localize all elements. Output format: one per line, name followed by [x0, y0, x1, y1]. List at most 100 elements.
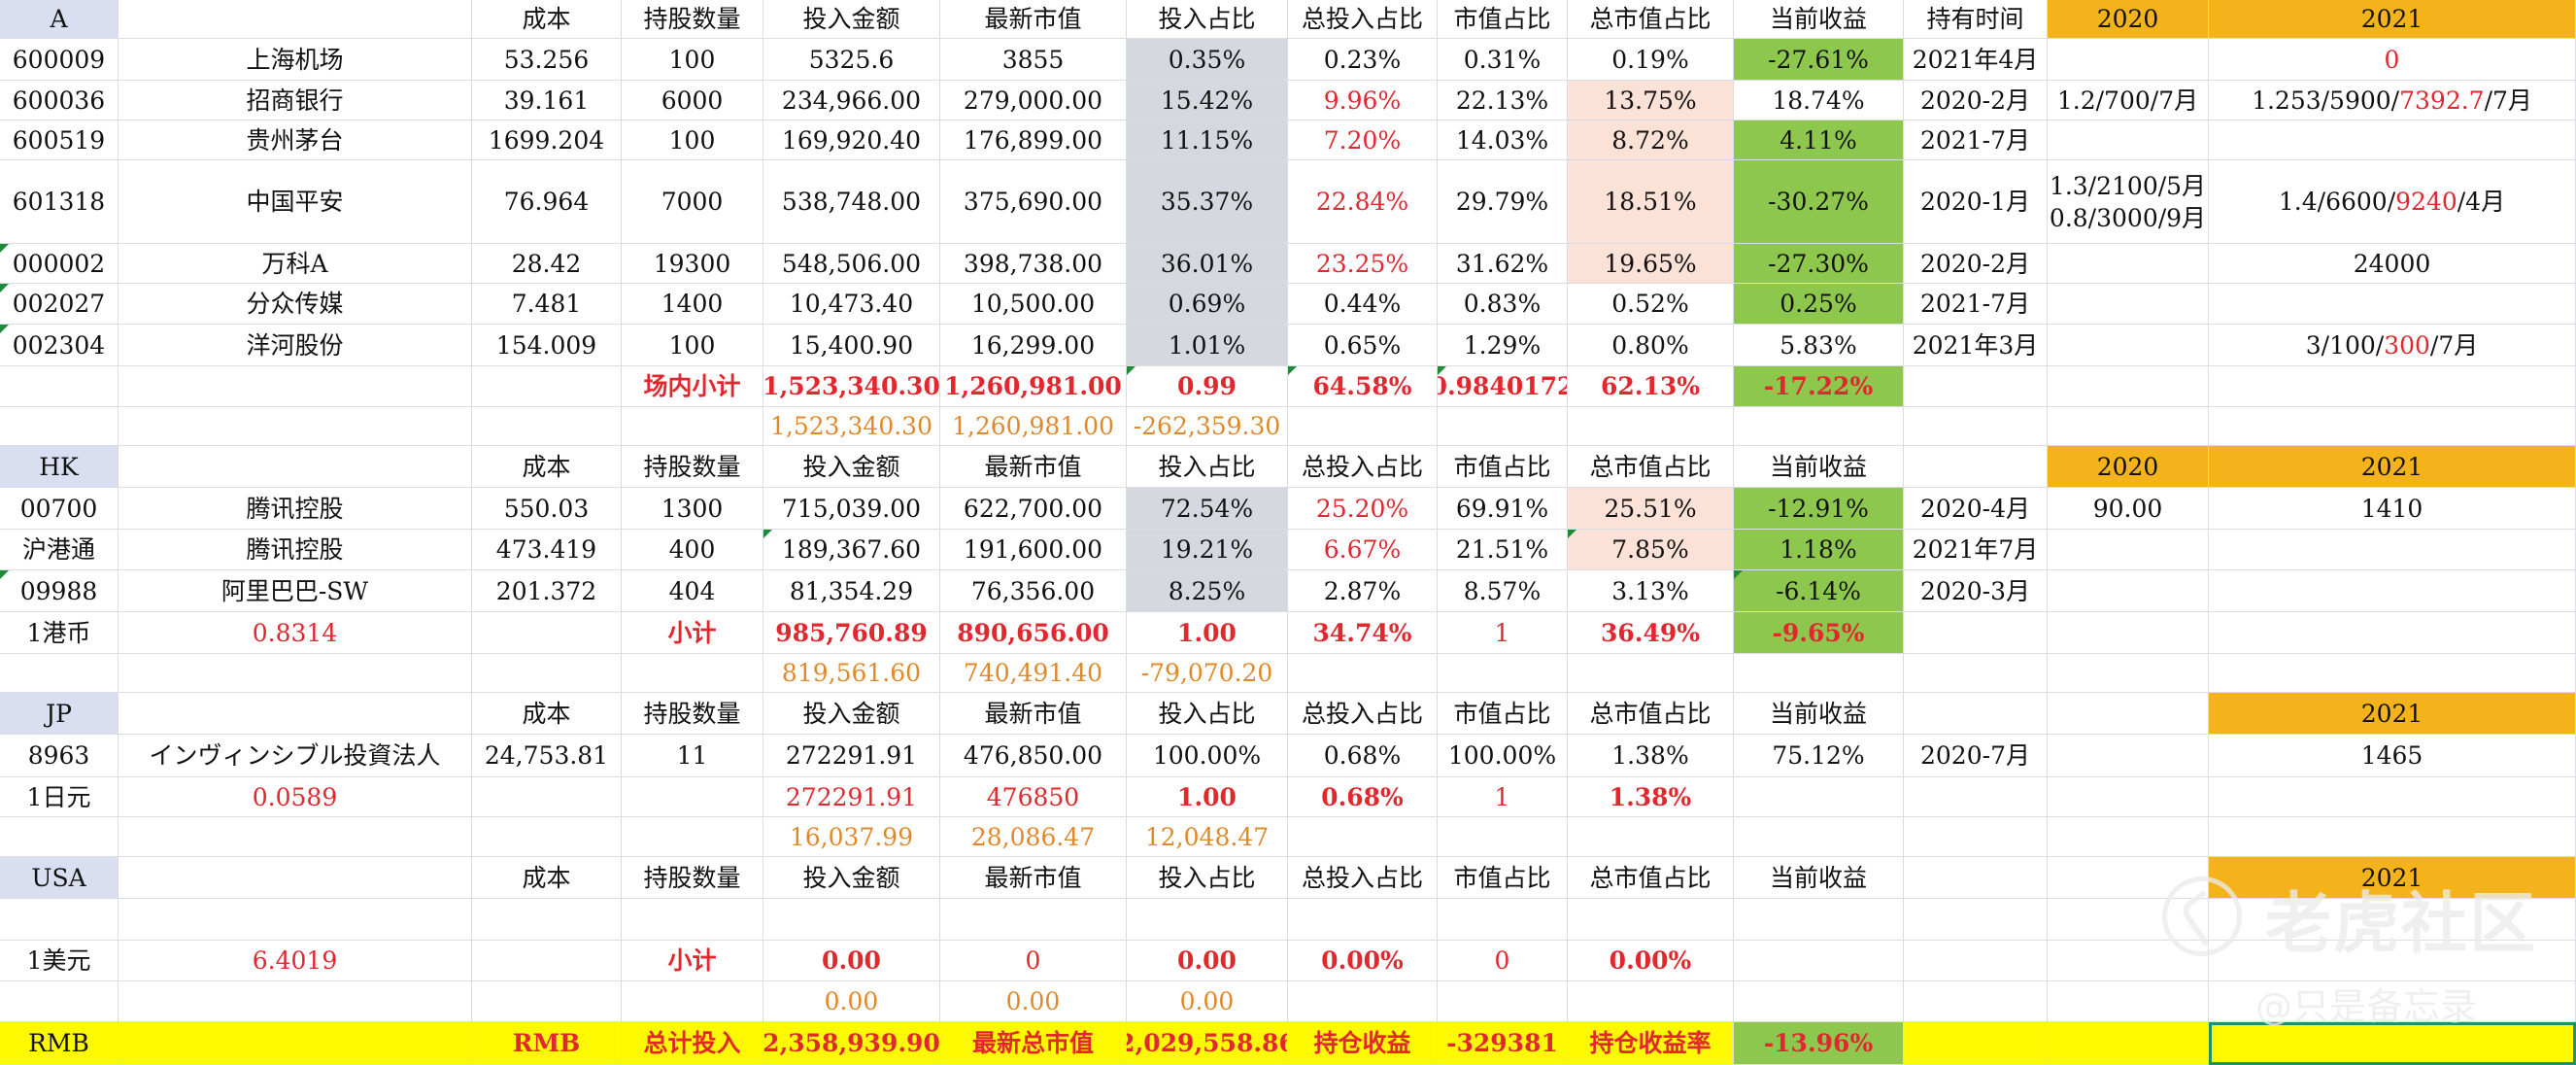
- cell-r25-shares[interactable]: 总计投入: [622, 1022, 763, 1065]
- cell-r3-total-invest-ratio[interactable]: 9.96%: [1288, 81, 1438, 120]
- cell-r9-invest-ratio[interactable]: 0.99: [1127, 366, 1288, 407]
- cell-r8-code[interactable]: 002304: [0, 325, 119, 366]
- cell-r14-total-invest-ratio[interactable]: 2.87%: [1288, 570, 1438, 612]
- cell-r8-y2020[interactable]: [2048, 325, 2209, 366]
- cell-r12-code[interactable]: 00700: [0, 488, 119, 530]
- cell-r17-cost[interactable]: 成本: [472, 693, 622, 735]
- cell-r13-y2021[interactable]: [2209, 530, 2576, 570]
- cell-r1-market-value[interactable]: 最新市值: [940, 0, 1127, 39]
- cell-r21-invest[interactable]: 投入金额: [763, 857, 940, 899]
- cell-r11-shares[interactable]: 持股数量: [622, 446, 763, 488]
- cell-r25-y2020[interactable]: [2048, 1022, 2209, 1065]
- cell-r2-name[interactable]: 上海机场: [119, 39, 472, 81]
- cell-r18-hold-time[interactable]: 2020-7月: [1904, 735, 2048, 777]
- cell-r16-mv-ratio[interactable]: [1438, 654, 1568, 693]
- cell-r5-shares[interactable]: 7000: [622, 160, 763, 244]
- cell-r13-cost[interactable]: 473.419: [472, 530, 622, 570]
- cell-r9-cost[interactable]: [472, 366, 622, 407]
- cell-r11-market-value[interactable]: 最新市值: [940, 446, 1127, 488]
- cell-r10-total-invest-ratio[interactable]: [1288, 407, 1438, 446]
- cell-r16-hold-time[interactable]: [1904, 654, 2048, 693]
- cell-r23-invest-ratio[interactable]: 0.00: [1127, 941, 1288, 981]
- cell-r4-total-mv-ratio[interactable]: 8.72%: [1568, 120, 1734, 160]
- cell-r4-market-value[interactable]: 176,899.00: [940, 120, 1127, 160]
- cell-r5-invest-ratio[interactable]: 35.37%: [1127, 160, 1288, 244]
- cell-r5-hold-time[interactable]: 2020-1月: [1904, 160, 2048, 244]
- cell-r22-return[interactable]: [1734, 899, 1904, 941]
- cell-r13-y2020[interactable]: [2048, 530, 2209, 570]
- cell-r6-invest[interactable]: 548,506.00: [763, 244, 940, 284]
- cell-r12-name[interactable]: 腾讯控股: [119, 488, 472, 530]
- cell-r4-code[interactable]: 600519: [0, 120, 119, 160]
- cell-r10-y2021[interactable]: [2209, 407, 2576, 446]
- cell-r18-y2021[interactable]: 1465: [2209, 735, 2576, 777]
- cell-r13-shares[interactable]: 400: [622, 530, 763, 570]
- cell-r19-name[interactable]: 0.0589: [119, 777, 472, 817]
- cell-r16-code[interactable]: [0, 654, 119, 693]
- cell-r22-mv-ratio[interactable]: [1438, 899, 1568, 941]
- cell-r2-code[interactable]: 600009: [0, 39, 119, 81]
- cell-r16-name[interactable]: [119, 654, 472, 693]
- cell-r14-code[interactable]: 09988: [0, 570, 119, 612]
- cell-r4-invest[interactable]: 169,920.40: [763, 120, 940, 160]
- cell-r16-y2021[interactable]: [2209, 654, 2576, 693]
- cell-r16-total-invest-ratio[interactable]: [1288, 654, 1438, 693]
- cell-r24-total-mv-ratio[interactable]: [1568, 981, 1734, 1022]
- cell-r23-return[interactable]: [1734, 941, 1904, 981]
- cell-r5-total-mv-ratio[interactable]: 18.51%: [1568, 160, 1734, 244]
- cell-r16-invest[interactable]: 819,561.60: [763, 654, 940, 693]
- cell-r15-total-invest-ratio[interactable]: 34.74%: [1288, 612, 1438, 654]
- cell-r6-code[interactable]: 000002: [0, 244, 119, 284]
- cell-r21-y2021[interactable]: 2021: [2209, 857, 2576, 899]
- cell-r2-total-invest-ratio[interactable]: 0.23%: [1288, 39, 1438, 81]
- cell-r15-total-mv-ratio[interactable]: 36.49%: [1568, 612, 1734, 654]
- cell-r3-invest-ratio[interactable]: 15.42%: [1127, 81, 1288, 120]
- cell-r18-name[interactable]: インヴィンシブル投資法人: [119, 735, 472, 777]
- cell-r9-return[interactable]: -17.22%: [1734, 366, 1904, 407]
- cell-r1-hold-time[interactable]: 持有时间: [1904, 0, 2048, 39]
- cell-r7-y2020[interactable]: [2048, 284, 2209, 325]
- cell-r15-cost[interactable]: [472, 612, 622, 654]
- cell-r20-hold-time[interactable]: [1904, 817, 2048, 857]
- cell-r20-code[interactable]: [0, 817, 119, 857]
- cell-r21-name[interactable]: [119, 857, 472, 899]
- cell-r18-market-value[interactable]: 476,850.00: [940, 735, 1127, 777]
- cell-r7-y2021[interactable]: [2209, 284, 2576, 325]
- cell-r6-shares[interactable]: 19300: [622, 244, 763, 284]
- cell-r4-name[interactable]: 贵州茅台: [119, 120, 472, 160]
- cell-r24-market-value[interactable]: 0.00: [940, 981, 1127, 1022]
- cell-r1-shares[interactable]: 持股数量: [622, 0, 763, 39]
- cell-r5-name[interactable]: 中国平安: [119, 160, 472, 244]
- cell-r25-market-value[interactable]: 最新总市值: [940, 1022, 1127, 1065]
- cell-r22-shares[interactable]: [622, 899, 763, 941]
- cell-r13-total-mv-ratio[interactable]: 7.85%: [1568, 530, 1734, 570]
- cell-r12-total-invest-ratio[interactable]: 25.20%: [1288, 488, 1438, 530]
- cell-r15-y2020[interactable]: [2048, 612, 2209, 654]
- cell-r6-invest-ratio[interactable]: 36.01%: [1127, 244, 1288, 284]
- cell-r6-y2020[interactable]: [2048, 244, 2209, 284]
- cell-r16-invest-ratio[interactable]: -79,070.20: [1127, 654, 1288, 693]
- cell-r2-cost[interactable]: 53.256: [472, 39, 622, 81]
- cell-r3-return[interactable]: 18.74%: [1734, 81, 1904, 120]
- cell-r24-hold-time[interactable]: [1904, 981, 2048, 1022]
- cell-r10-shares[interactable]: [622, 407, 763, 446]
- cell-r4-y2020[interactable]: [2048, 120, 2209, 160]
- cell-r24-y2020[interactable]: [2048, 981, 2209, 1022]
- cell-r7-mv-ratio[interactable]: 0.83%: [1438, 284, 1568, 325]
- cell-r3-y2021[interactable]: 1.253/5900/7392.7/7月: [2209, 81, 2576, 120]
- cell-r12-y2021[interactable]: 1410: [2209, 488, 2576, 530]
- cell-r14-invest[interactable]: 81,354.29: [763, 570, 940, 612]
- cell-r16-shares[interactable]: [622, 654, 763, 693]
- cell-r12-market-value[interactable]: 622,700.00: [940, 488, 1127, 530]
- cell-r7-return[interactable]: 0.25%: [1734, 284, 1904, 325]
- cell-r22-invest[interactable]: [763, 899, 940, 941]
- cell-r13-name[interactable]: 腾讯控股: [119, 530, 472, 570]
- cell-r14-y2021[interactable]: [2209, 570, 2576, 612]
- cell-r17-y2021[interactable]: 2021: [2209, 693, 2576, 735]
- cell-r6-mv-ratio[interactable]: 31.62%: [1438, 244, 1568, 284]
- cell-r23-name[interactable]: 6.4019: [119, 941, 472, 981]
- cell-r15-y2021[interactable]: [2209, 612, 2576, 654]
- cell-r20-name[interactable]: [119, 817, 472, 857]
- cell-r13-market-value[interactable]: 191,600.00: [940, 530, 1127, 570]
- cell-r8-mv-ratio[interactable]: 1.29%: [1438, 325, 1568, 366]
